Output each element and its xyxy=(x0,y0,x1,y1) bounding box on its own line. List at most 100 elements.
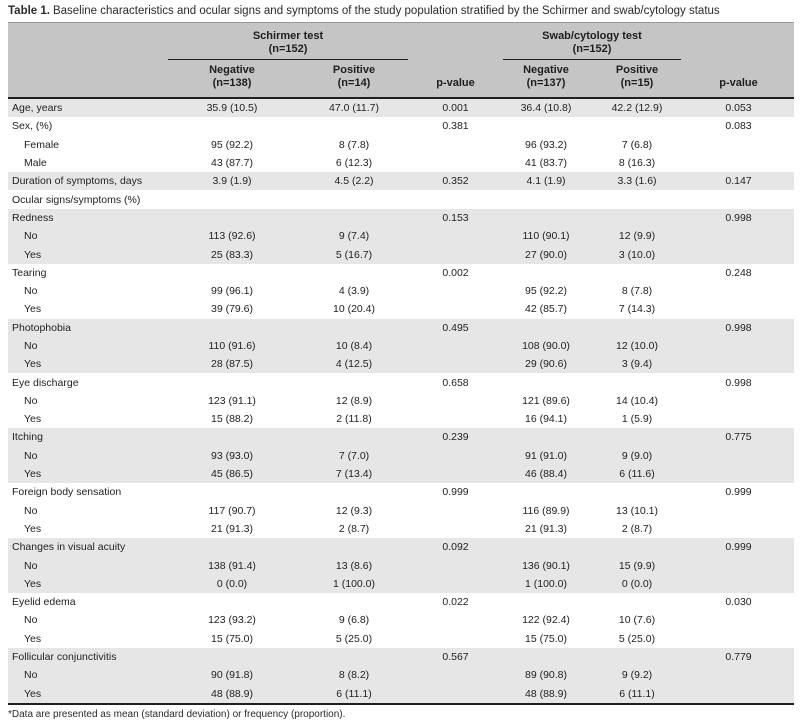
column-group-schirmer: Schirmer test (n=152) xyxy=(168,30,408,60)
row-label: Redness xyxy=(12,211,54,224)
table-row: Follicular conjunctivitis 0.567 0.779 xyxy=(8,647,794,667)
cell: 8 (16.3) xyxy=(618,157,656,170)
cell: 136 (90.1) xyxy=(522,559,570,572)
cell: 7 (14.3) xyxy=(618,303,656,316)
row-label: Duration of symptoms, days xyxy=(12,175,143,188)
column-group-swab-cytology: Swab/cytology test (n=152) xyxy=(503,30,681,60)
table-row: Yes 15 (75.0) 5 (25.0) 15 (75.0) 5 (25.0) xyxy=(8,629,794,648)
group-n: (n=152) xyxy=(268,43,308,55)
table-row: Yes 28 (87.5) 4 (12.5) 29 (90.6) 3 (9.4) xyxy=(8,355,794,374)
cell: 0.999 xyxy=(442,486,469,499)
row-label: Yes xyxy=(24,468,42,481)
cell: 108 (90.0) xyxy=(522,340,570,352)
cell: 1 (100.0) xyxy=(524,577,568,590)
row-label: No xyxy=(24,559,38,572)
cell: 12 (8.9) xyxy=(335,394,373,407)
table-row: Redness 0.153 0.998 xyxy=(8,208,794,228)
table-row: Eyelid edema 0.022 0.030 xyxy=(8,593,794,612)
table-row: Female 95 (92.2) 8 (7.8) 96 (93.2) 7 (6.8) xyxy=(8,135,794,154)
cell: 2 (11.8) xyxy=(336,413,372,426)
table-row: No 123 (91.1) 12 (8.9) 121 (89.6) 14 (10.4) xyxy=(8,391,794,411)
cell: 12 (10.0) xyxy=(615,340,659,352)
cell: 42 (85.7) xyxy=(524,303,568,316)
cell: 6 (11.1) xyxy=(336,687,372,700)
cell: 8 (8.2) xyxy=(338,669,370,682)
cell: 8 (7.8) xyxy=(338,138,370,151)
table-row: No 110 (91.6) 10 (8.4) 108 (90.0) 12 (10.0) xyxy=(8,336,794,356)
group-title: Swab/cytology test xyxy=(542,30,642,42)
cell: 9 (7.4) xyxy=(338,230,370,243)
row-label: Yes xyxy=(24,522,42,535)
cell: 45 (86.5) xyxy=(210,468,254,481)
cell: 27 (90.0) xyxy=(524,248,568,261)
row-label: No xyxy=(24,230,38,243)
cell: 96 (93.2) xyxy=(524,138,568,151)
row-label: Ocular signs/symptoms (%) xyxy=(12,193,141,206)
cell: 5 (25.0) xyxy=(618,632,656,645)
cell: 10 (20.4) xyxy=(332,303,376,316)
row-label: Eye discharge xyxy=(12,376,79,389)
table-row: Ocular signs/symptoms (%) xyxy=(8,190,794,209)
column-header-schirmer-negative: Negative (n=138) xyxy=(209,64,255,89)
column-header-swab-negative: Negative (n=137) xyxy=(523,64,569,89)
table-row: Yes 39 (79.6) 10 (20.4) 42 (85.7) 7 (14.3) xyxy=(8,300,794,319)
cell: 0.022 xyxy=(442,596,469,609)
table-number: Table 1. xyxy=(8,5,50,17)
table-row: Yes 45 (86.5) 7 (13.4) 46 (88.4) 6 (11.6) xyxy=(8,464,794,484)
row-label: Eyelid edema xyxy=(12,596,76,609)
row-label: Foreign body sensation xyxy=(12,486,122,499)
table-row: No 113 (92.6) 9 (7.4) 110 (90.1) 12 (9.9) xyxy=(8,227,794,246)
cell: 0.352 xyxy=(442,175,469,188)
cell: 3.9 (1.9) xyxy=(212,175,252,188)
cell: 6 (11.6) xyxy=(619,468,655,481)
table-footnote: *Data are presented as mean (standard de… xyxy=(8,708,346,720)
cell: 121 (89.6) xyxy=(522,394,570,407)
table-row: No 117 (90.7) 12 (9.3) 116 (89.9) 13 (10.1) xyxy=(8,501,794,520)
cell: 2 (8.7) xyxy=(621,522,653,535)
cell: 99 (96.1) xyxy=(210,285,254,298)
cell: 117 (90.7) xyxy=(208,504,256,517)
cell: 15 (75.0) xyxy=(524,632,568,645)
row-label: Yes xyxy=(24,577,42,590)
cell: 95 (92.2) xyxy=(524,285,568,298)
cell: 0.002 xyxy=(442,266,469,279)
row-label: No xyxy=(24,449,38,462)
row-label: Yes xyxy=(24,248,42,261)
cell: 5 (25.0) xyxy=(335,632,373,645)
cell: 0.381 xyxy=(442,120,469,133)
table-row: Photophobia 0.495 0.998 xyxy=(8,318,794,337)
cell: 28 (87.5) xyxy=(210,358,254,371)
cell: 0.239 xyxy=(442,431,469,444)
cell: 48 (88.9) xyxy=(210,687,254,700)
caption-text: Baseline characteristics and ocular sign… xyxy=(52,5,720,17)
row-label: Sex, (%) xyxy=(12,120,53,133)
table-row: No 90 (91.8) 8 (8.2) 89 (90.8) 9 (9.2) xyxy=(8,666,794,685)
cell: 0.775 xyxy=(725,431,752,444)
cell: 8 (7.8) xyxy=(621,285,653,298)
cell: 0.083 xyxy=(725,120,752,133)
row-label: Yes xyxy=(24,413,42,426)
column-header-schirmer-positive: Positive (n=14) xyxy=(332,64,376,89)
table-row: Eye discharge 0.658 0.998 xyxy=(8,373,794,392)
data-table: Schirmer test (n=152) Swab/cytology test… xyxy=(8,22,794,705)
row-label: No xyxy=(24,285,38,298)
cell: 138 (91.4) xyxy=(208,559,256,572)
cell: 1 (5.9) xyxy=(621,413,653,426)
table-row: Sex, (%) 0.381 0.083 xyxy=(8,117,794,136)
cell: 21 (91.3) xyxy=(210,522,254,535)
cell: 7 (7.0) xyxy=(338,449,370,462)
row-label: Age, years xyxy=(12,102,63,115)
table-row: Yes 0 (0.0) 1 (100.0) 1 (100.0) 0 (0.0) xyxy=(8,574,794,594)
cell: 3 (9.4) xyxy=(621,358,653,371)
table-row: Age, years 35.9 (10.5) 47.0 (11.7) 0.001 36… xyxy=(8,99,794,118)
cell: 0.092 xyxy=(442,541,469,554)
table-row: Changes in visual acuity 0.092 0.999 xyxy=(8,538,794,557)
row-label: No xyxy=(24,394,38,407)
cell: 12 (9.9) xyxy=(618,230,656,243)
row-label: Female xyxy=(24,138,60,151)
cell: 13 (8.6) xyxy=(335,559,373,572)
cell: 47.0 (11.7) xyxy=(328,102,379,115)
cell: 0.153 xyxy=(442,211,469,224)
cell: 0.779 xyxy=(725,651,752,664)
cell: 15 (9.9) xyxy=(618,559,656,572)
